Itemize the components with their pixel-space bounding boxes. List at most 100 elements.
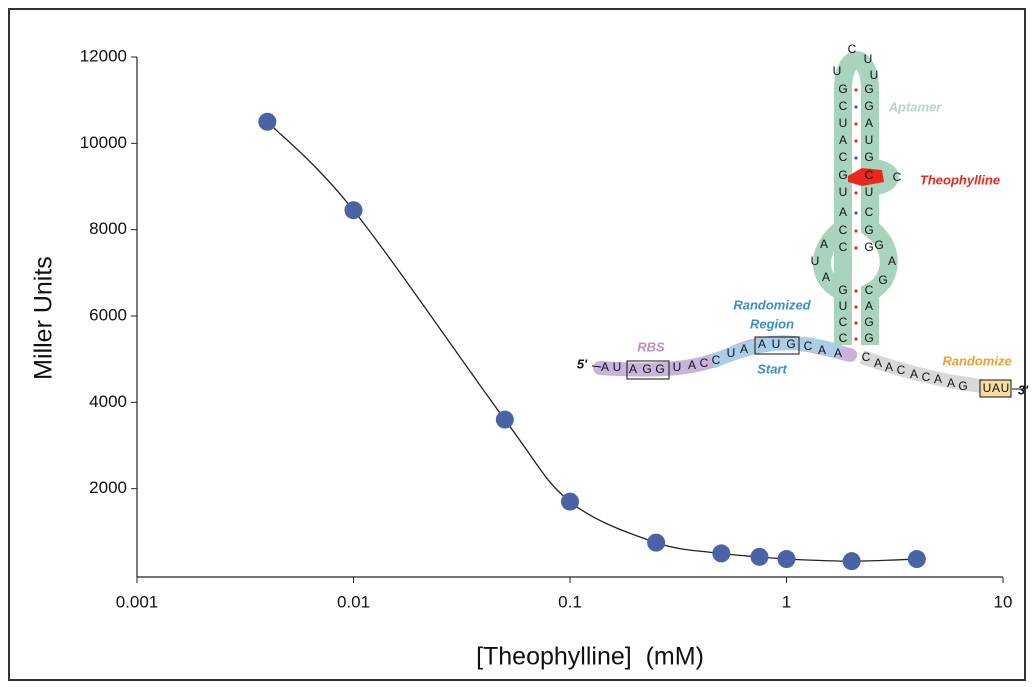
nucleotide: A	[834, 346, 842, 360]
nucleotide: C	[865, 168, 874, 182]
nucleotide: U	[811, 254, 820, 268]
randomized-label: Region	[750, 316, 794, 331]
nucleotide: G	[878, 273, 887, 287]
nucleotide: G	[838, 283, 847, 297]
nucleotide: C	[839, 331, 848, 345]
nucleotide: A	[601, 360, 609, 374]
x-tick-label: 0.1	[558, 592, 582, 611]
nucleotide: C	[839, 240, 848, 254]
nucleotide: A	[818, 343, 826, 357]
pair-dot	[854, 211, 858, 215]
nucleotide: G	[864, 150, 873, 164]
three-prime-label: 3'	[1018, 382, 1029, 397]
data-point	[907, 550, 926, 569]
data-point	[842, 552, 861, 571]
pair-dot	[854, 289, 858, 293]
nucleotide: G	[786, 337, 795, 351]
nucleotide: A	[839, 133, 847, 147]
nucleotide: U	[833, 64, 842, 78]
nucleotide: U	[865, 185, 874, 199]
nucleotide: A	[820, 237, 828, 251]
riboswitch-diagram	[591, 51, 1025, 398]
nucleotide: A	[934, 372, 942, 386]
nucleotide: A	[740, 342, 748, 356]
randomized-strand	[709, 336, 843, 369]
nucleotide: U	[673, 360, 682, 374]
nucleotide: U	[727, 346, 736, 360]
nucleotide: G	[642, 362, 651, 376]
nucleotide: C	[893, 170, 902, 184]
nucleotide: G	[655, 362, 664, 376]
data-point	[561, 492, 579, 511]
x-tick-label: 0.01	[337, 592, 370, 611]
data-point	[712, 544, 731, 563]
nucleotide: U	[1001, 381, 1010, 395]
theophylline-molecule	[848, 168, 884, 186]
y-tick-label: 4000	[89, 392, 127, 411]
nucleotide: U	[772, 337, 781, 351]
y-tick-label: 12000	[80, 46, 127, 65]
randomize-box	[979, 379, 1012, 398]
nucleotide: A	[865, 116, 873, 130]
rbs-box	[626, 360, 670, 380]
nucleotide: G	[864, 223, 873, 237]
bulge-shape	[868, 159, 899, 196]
x-tick-label: 10	[994, 592, 1013, 611]
data-point	[495, 410, 514, 429]
nucleotide: A	[839, 205, 847, 219]
nucleotide: U	[865, 133, 874, 147]
y-tick-label: 8000	[89, 219, 127, 238]
nucleotide: U	[864, 52, 873, 66]
pair-dot	[854, 139, 858, 143]
nucleotide: C	[865, 205, 874, 219]
y-tick-label: 10000	[80, 133, 127, 152]
aptamer-stem	[813, 51, 898, 345]
data-point	[647, 533, 666, 552]
pair-dot	[854, 246, 858, 250]
nucleotide: C	[862, 350, 871, 364]
pair-dot	[854, 88, 858, 92]
x-tick-label: 1	[782, 592, 791, 611]
nucleotide: U	[839, 116, 848, 130]
nucleotide: C	[700, 356, 709, 370]
nucleotide: A	[885, 360, 893, 374]
y-tick-label: 2000	[89, 478, 127, 497]
pair-dot	[854, 229, 858, 233]
y-axis-label: Miller Units	[30, 256, 58, 380]
nucleotide: A	[874, 356, 882, 370]
pair-dot	[854, 156, 858, 160]
randomize-label: Randomize	[942, 353, 1011, 368]
nucleotide: A	[947, 376, 955, 390]
pair-dot	[854, 337, 858, 341]
trend-line	[266, 121, 917, 562]
nucleotide: U	[983, 381, 992, 395]
nucleotide: A	[758, 337, 766, 351]
nucleotide: G	[838, 82, 847, 96]
nucleotide: G	[838, 168, 847, 182]
pair-dot	[854, 305, 858, 309]
nucleotide: U	[613, 360, 622, 374]
nucleotide: A	[688, 358, 696, 372]
x-axis-label: [Theophylline] (mM)	[476, 643, 704, 671]
aptamer-label: Aptamer	[888, 99, 943, 114]
nucleotide: A	[629, 362, 637, 376]
nucleotide: C	[839, 99, 848, 113]
nucleotide: C	[865, 283, 874, 297]
data-point	[258, 112, 277, 131]
nucleotide: A	[992, 381, 1000, 395]
nucleotide: U	[870, 68, 879, 82]
nucleotide: C	[804, 339, 813, 353]
five-prime-dash	[591, 365, 602, 368]
pair-dot	[854, 321, 858, 325]
nucleotide: C	[897, 363, 906, 377]
data-point	[344, 201, 363, 220]
nucleotide: G	[864, 331, 873, 345]
nucleotide: G	[958, 379, 967, 393]
nucleotide: G	[864, 240, 873, 254]
nucleotide: C	[848, 42, 857, 56]
y-tick-label: 6000	[89, 305, 127, 324]
pair-dot	[854, 191, 858, 195]
nucleotide: A	[888, 254, 896, 268]
nucleotide: C	[922, 370, 931, 384]
